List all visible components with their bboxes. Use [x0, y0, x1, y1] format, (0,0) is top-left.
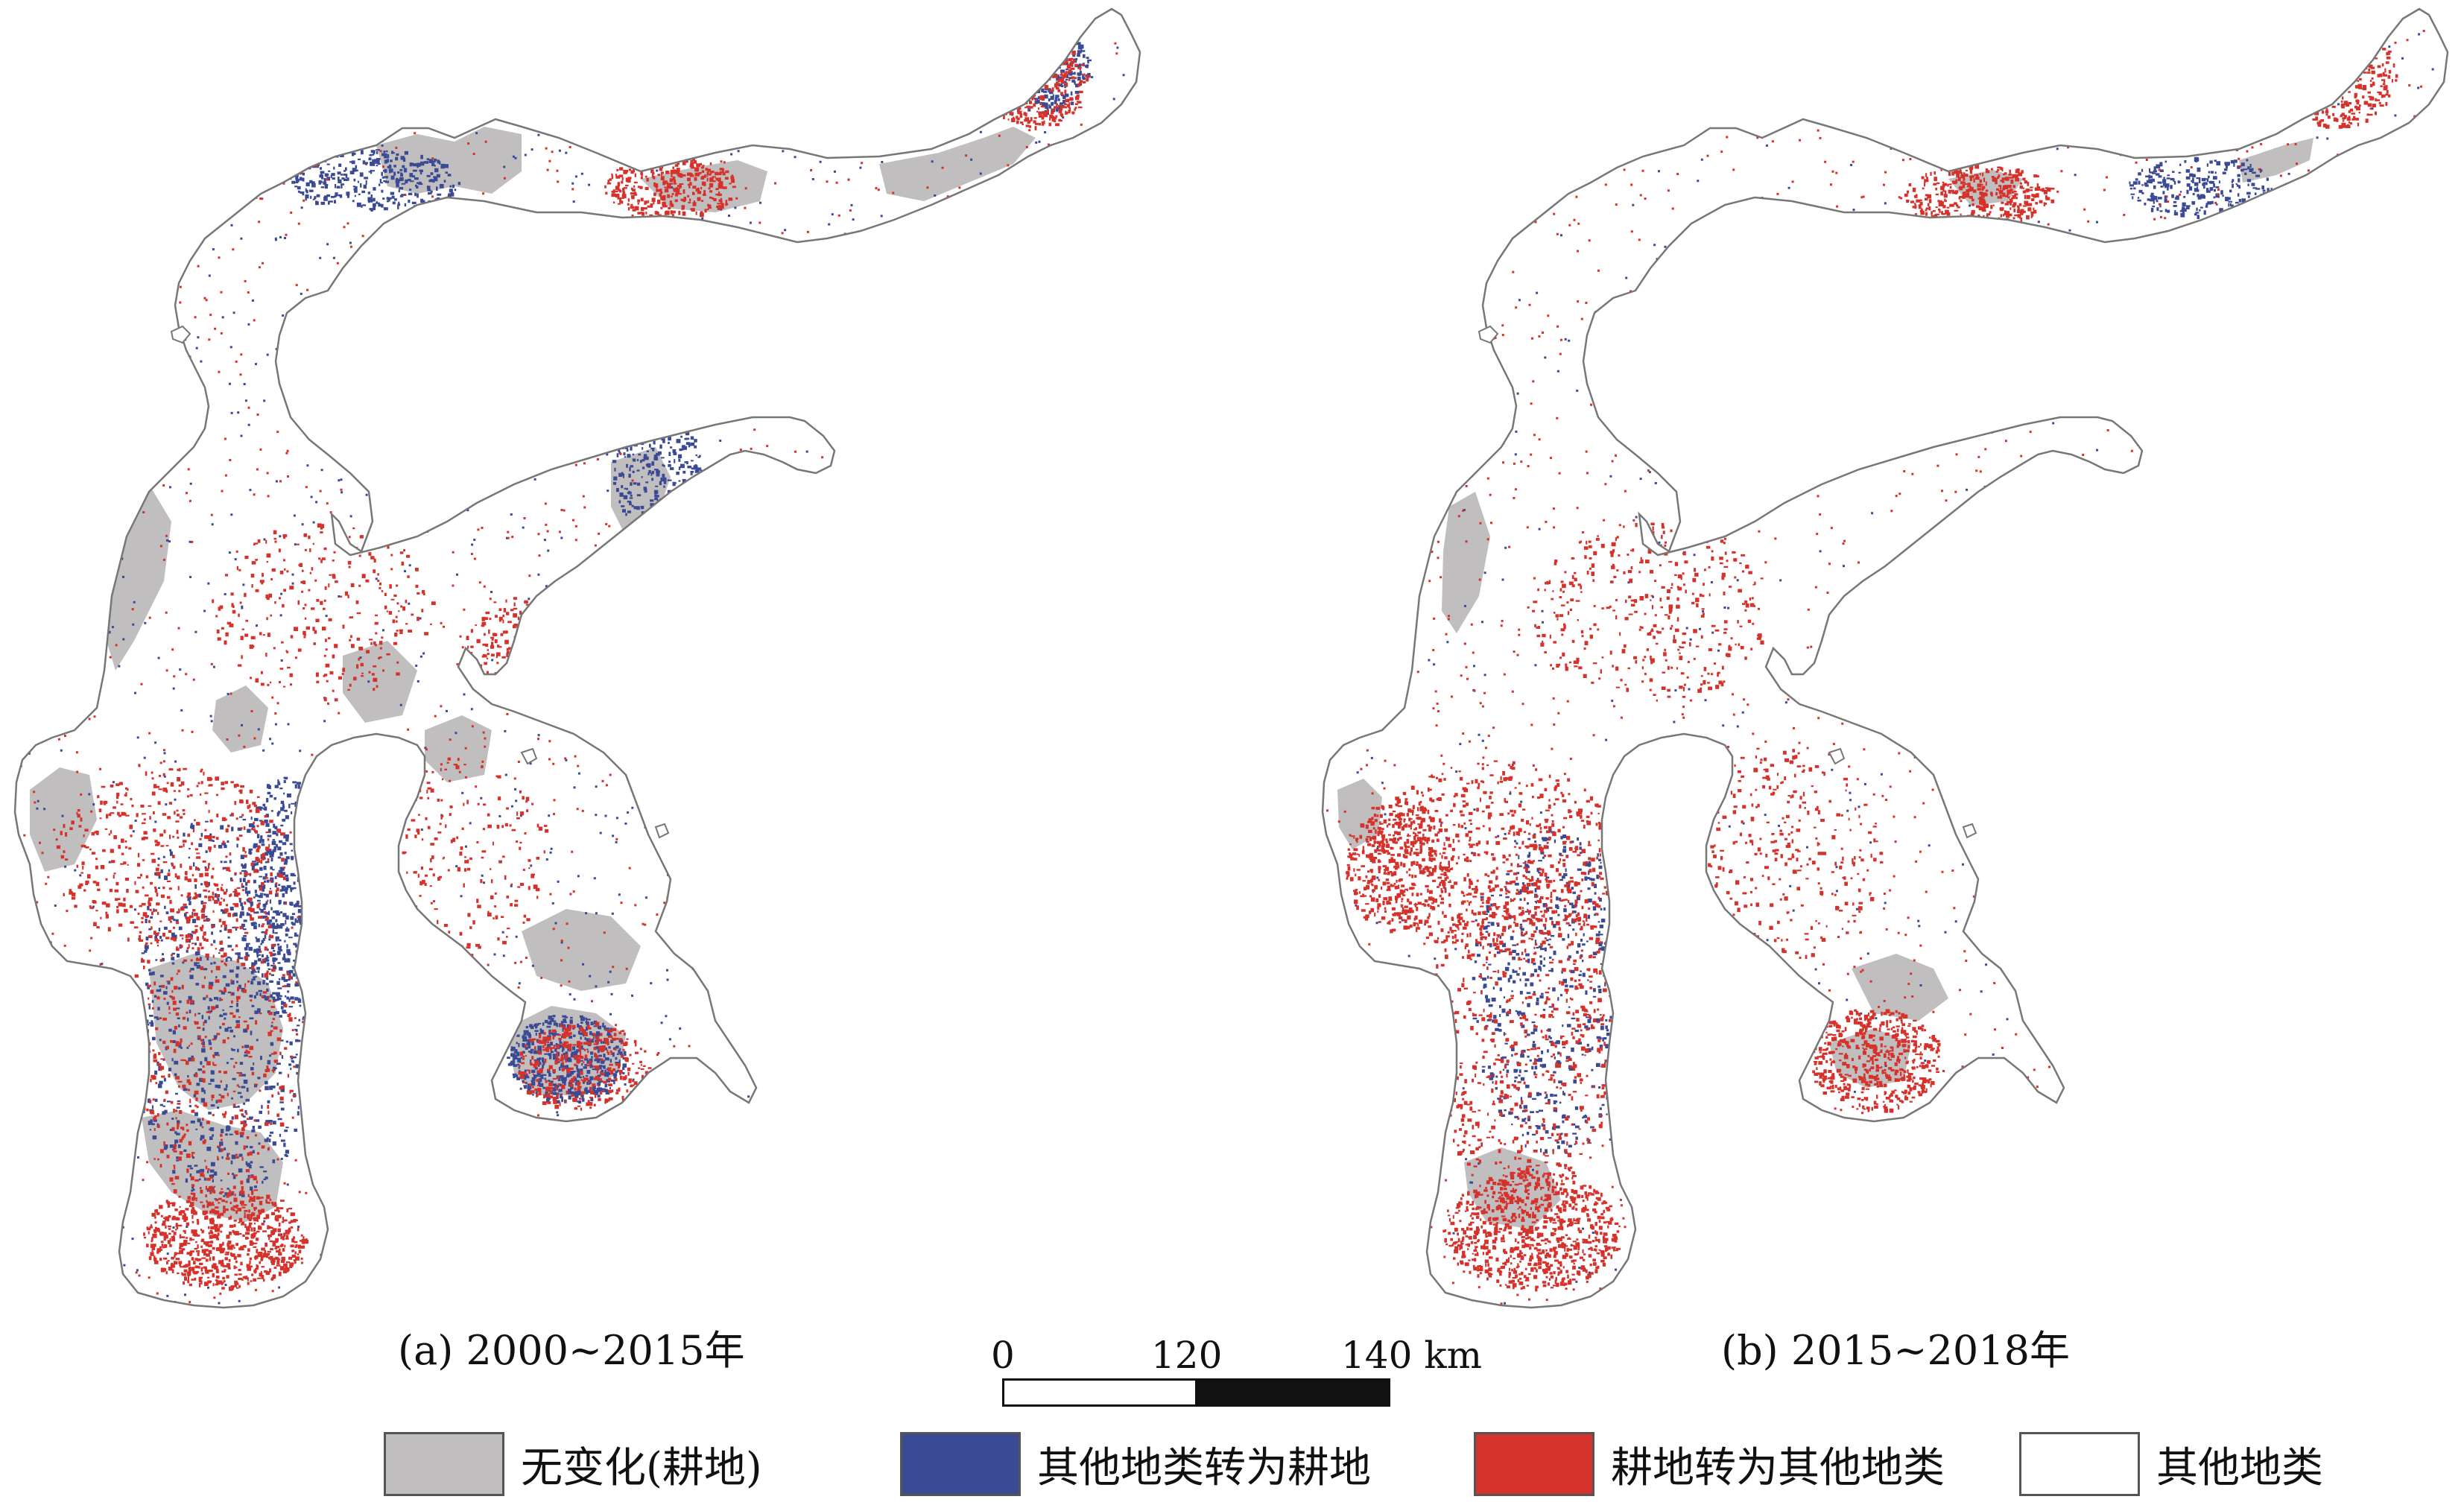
scale-bar-white-segment: [1002, 1378, 1197, 1407]
land-cover-layer: [1323, 9, 2442, 1306]
legend-label-from-cropland: 耕地转为其他地类: [1611, 1443, 1945, 1492]
islet: [654, 823, 670, 839]
unchanged-cropland-area: [2239, 138, 2313, 183]
caption-a: (a) 2000~2015年: [398, 1327, 745, 1374]
legend-item-other: 其他地类: [2019, 1429, 2323, 1499]
caption-b: (b) 2015~2018年: [1721, 1327, 2070, 1374]
islet: [1478, 325, 1499, 344]
islet: [1962, 823, 1977, 839]
unchanged-cropland-area: [283, 305, 328, 373]
legend-label-unchanged: 无变化(耕地): [521, 1443, 762, 1492]
legend-item-unchanged: 无变化(耕地): [384, 1429, 762, 1499]
unchanged-cropland-area: [1442, 492, 1490, 633]
map-panel-a: [0, 0, 1237, 1311]
island-group: [1321, 7, 2449, 1309]
scale-bar-black-segment: [1195, 1378, 1390, 1407]
unchanged-cropland-area: [149, 954, 283, 1110]
unchanged-cropland-area: [1852, 954, 1948, 1021]
islet: [1828, 747, 1846, 765]
legend-swatch-from-cropland: [1474, 1432, 1594, 1496]
legend-item-to-cropland: 其他地类转为耕地: [900, 1429, 1371, 1499]
unchanged-cropland-area: [522, 909, 641, 991]
from-cropland-pixels: [1323, 9, 2442, 1306]
unchanged-cropland-area: [212, 685, 268, 753]
map-b: [1321, 7, 2449, 1309]
legend-label-other: 其他地类: [2156, 1443, 2323, 1492]
island-group: [13, 7, 1141, 1309]
legend-swatch-unchanged: [384, 1432, 504, 1496]
scale-label-120: 120: [1151, 1334, 1223, 1377]
unchanged-cropland-area: [343, 641, 417, 723]
legend-label-to-cropland: 其他地类转为耕地: [1037, 1443, 1371, 1492]
unchanged-cropland-area: [425, 715, 492, 782]
island-landmass: [1323, 9, 2448, 1308]
island-outline: [1321, 7, 2449, 1309]
map-panel-b: [1237, 0, 2464, 1311]
scale-label-140: 140 km: [1341, 1334, 1483, 1377]
legend-swatch-to-cropland: [900, 1432, 1021, 1496]
legend-item-from-cropland: 耕地转为其他地类: [1474, 1429, 1945, 1499]
scale-label-0: 0: [991, 1334, 1015, 1377]
legend-swatch-other: [2019, 1432, 2140, 1496]
islet: [170, 325, 191, 344]
map-a: [13, 7, 1141, 1309]
unchanged-cropland-area: [879, 127, 1036, 201]
island-outline: [13, 7, 1141, 1309]
islet: [520, 747, 538, 765]
